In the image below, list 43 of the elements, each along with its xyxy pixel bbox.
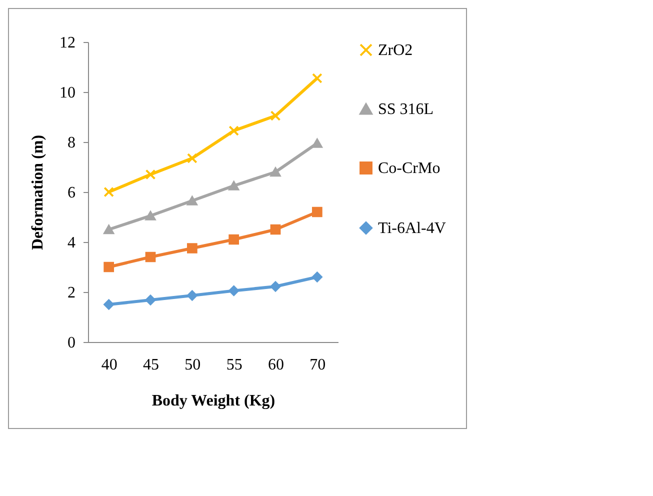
y-tick-label: 0 — [68, 334, 76, 352]
y-axis-title: Deformation (m) — [30, 134, 46, 250]
x-tick-label: 55 — [226, 356, 242, 374]
point — [104, 262, 114, 272]
point — [186, 196, 198, 206]
point — [228, 286, 240, 296]
y-tick-label: 2 — [68, 284, 76, 302]
x-axis-title: Body Weight (Kg) — [152, 392, 276, 410]
point — [270, 167, 281, 177]
point — [104, 224, 114, 234]
y-tick-label: 4 — [68, 234, 76, 252]
point — [228, 181, 240, 190]
point — [145, 294, 156, 306]
legend-label: Ti-6Al-4V — [378, 220, 446, 237]
point — [145, 211, 156, 220]
legend-label: ZrO2 — [378, 42, 413, 59]
point — [145, 252, 156, 262]
point — [104, 186, 114, 198]
y-tick-label: 8 — [68, 134, 76, 152]
point — [186, 290, 198, 301]
point — [186, 153, 198, 164]
point — [312, 138, 322, 148]
point — [270, 110, 281, 121]
x-tick-label: 60 — [268, 356, 284, 374]
point — [228, 234, 240, 245]
point — [104, 299, 114, 310]
point — [270, 281, 281, 292]
legend-label: SS 316L — [378, 101, 434, 118]
point — [228, 126, 240, 136]
x-tick-label: 40 — [101, 356, 118, 374]
point — [145, 169, 156, 180]
x-tick-label: 70 — [310, 356, 326, 374]
legend-label: Co-CrMo — [378, 160, 440, 177]
x-tick-label: 45 — [143, 356, 159, 374]
point — [312, 206, 322, 218]
x-tick-label: 50 — [184, 356, 201, 374]
y-tick-label: 12 — [60, 34, 76, 52]
y-tick-label: 6 — [68, 184, 76, 202]
y-tick-label: 10 — [60, 84, 76, 102]
point — [186, 243, 198, 254]
point — [312, 73, 322, 84]
point — [312, 272, 322, 282]
point — [270, 224, 281, 235]
